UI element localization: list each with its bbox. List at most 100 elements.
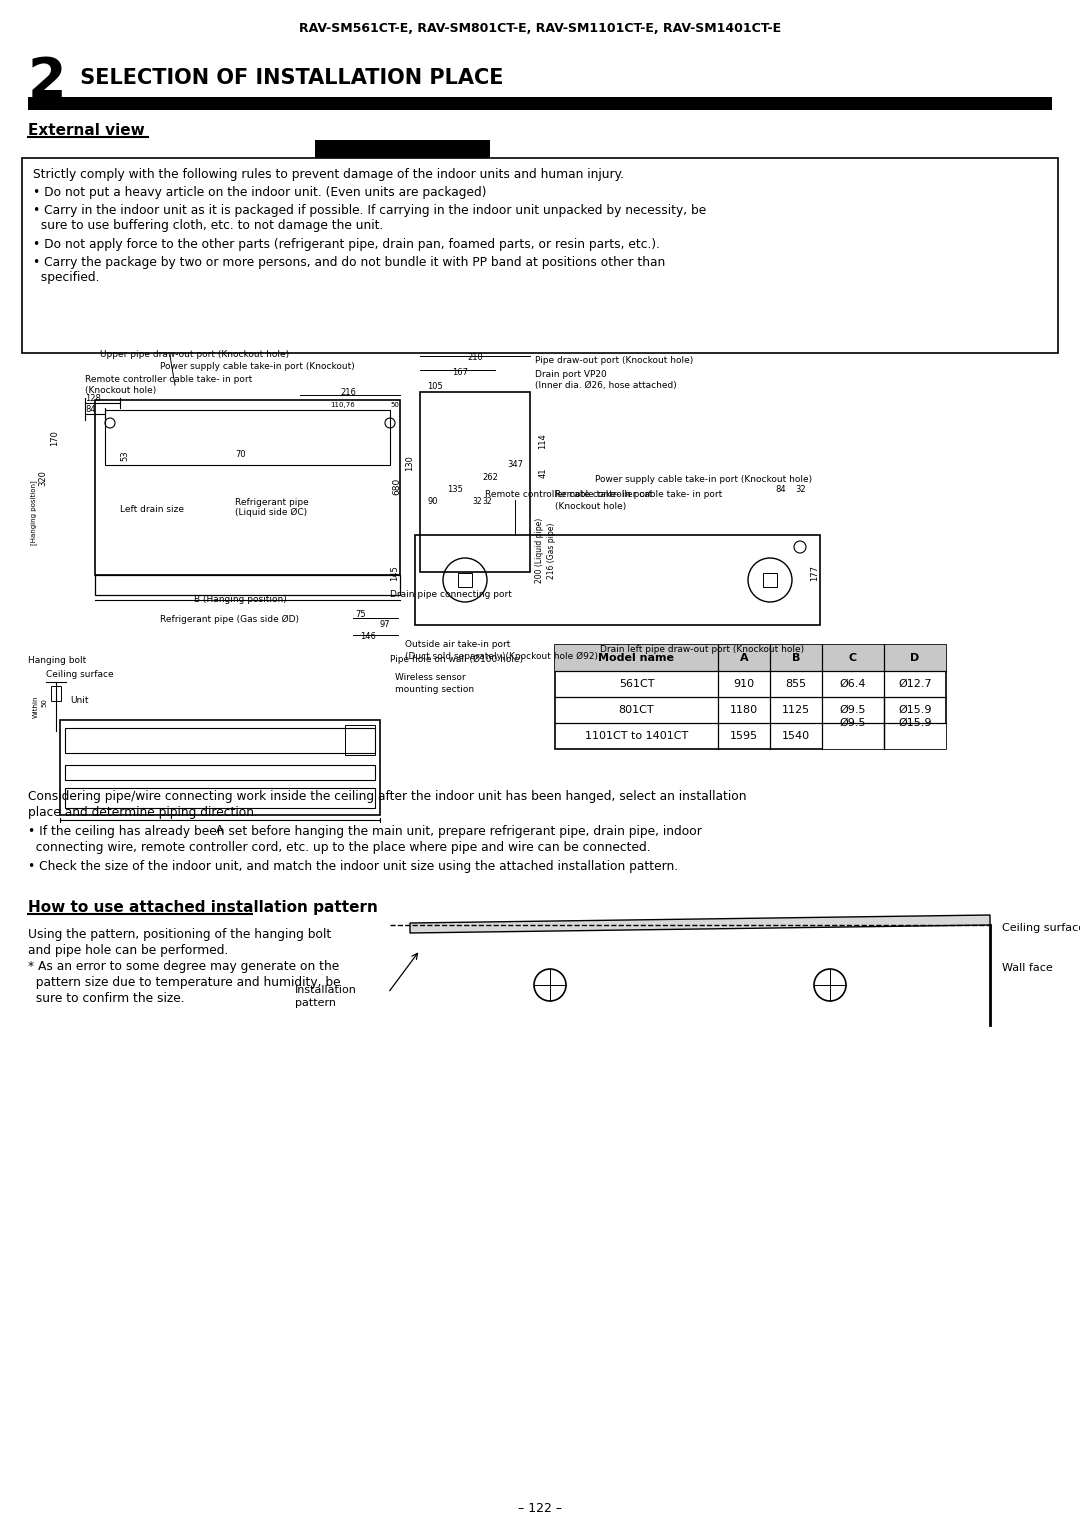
Text: 910: 910 (733, 679, 755, 689)
Text: Ø6.4: Ø6.4 (840, 679, 866, 689)
Bar (458, 573, 472, 587)
Text: 170: 170 (51, 430, 59, 445)
Text: 128: 128 (85, 393, 100, 403)
Text: C: C (849, 653, 858, 663)
Bar (65, 788, 375, 808)
Text: 210: 210 (468, 352, 483, 361)
Text: (Knockout hole): (Knockout hole) (555, 502, 626, 511)
Text: External view: External view (28, 124, 145, 137)
Polygon shape (410, 915, 990, 933)
Text: 216 (Gas pipe): 216 (Gas pipe) (548, 523, 556, 580)
Text: 855: 855 (785, 679, 807, 689)
Text: 200 (Liquid pipe): 200 (Liquid pipe) (536, 518, 544, 583)
Text: Wireless sensor: Wireless sensor (395, 673, 465, 682)
Text: 50: 50 (41, 698, 48, 708)
Text: Ø9.5: Ø9.5 (840, 718, 866, 727)
Text: 32: 32 (482, 497, 491, 506)
Bar (345, 724, 375, 755)
Text: • Do not apply force to the other parts (refrigerant pipe, drain pan, foamed par: • Do not apply force to the other parts … (33, 238, 660, 252)
Text: 84: 84 (85, 406, 96, 413)
Text: Wall face: Wall face (1002, 962, 1053, 973)
Text: 105: 105 (427, 381, 443, 390)
Text: 53: 53 (120, 450, 129, 461)
Text: 75: 75 (355, 610, 366, 619)
Text: 135: 135 (447, 485, 463, 494)
Text: 216: 216 (340, 387, 356, 397)
Text: place and determine piping direction.: place and determine piping direction. (28, 807, 258, 819)
Bar (28, 98, 1052, 110)
Text: (Duct sold separately)(Knockout hole Ø92): (Duct sold separately)(Knockout hole Ø92… (405, 653, 598, 662)
Text: 347: 347 (507, 461, 523, 470)
Text: 130: 130 (405, 454, 415, 471)
Text: Considering pipe/wire connecting work inside the ceiling after the indoor unit h: Considering pipe/wire connecting work in… (28, 790, 746, 804)
Text: Within: Within (33, 695, 39, 718)
Text: 561CT: 561CT (619, 679, 654, 689)
Text: 32: 32 (795, 485, 806, 494)
Text: Power supply cable take-in port (Knockout): Power supply cable take-in port (Knockou… (160, 361, 354, 371)
Text: • Check the size of the indoor unit, and match the indoor unit size using the at: • Check the size of the indoor unit, and… (28, 860, 678, 872)
Text: connecting wire, remote controller cord, etc. up to the place where pipe and wir: connecting wire, remote controller cord,… (28, 840, 650, 854)
Text: – 122 –: – 122 – (518, 1502, 562, 1514)
Text: Remote controller cable take- in port: Remote controller cable take- in port (85, 375, 253, 384)
Text: How to use attached installation pattern: How to use attached installation pattern (28, 900, 378, 915)
Text: 2: 2 (28, 55, 67, 108)
Bar (95, 575, 400, 595)
Text: B (Hanging position): B (Hanging position) (193, 595, 286, 604)
Text: (Knockout hole): (Knockout hole) (85, 386, 157, 395)
Text: pattern: pattern (295, 997, 336, 1008)
Bar (555, 645, 946, 749)
Text: 41: 41 (539, 468, 548, 479)
Text: 801CT: 801CT (619, 705, 654, 715)
Bar (762, 573, 777, 587)
Text: sure to confirm the size.: sure to confirm the size. (28, 991, 185, 1005)
Text: 97: 97 (380, 621, 391, 628)
Text: 262: 262 (482, 473, 498, 482)
Text: Installation: Installation (295, 985, 356, 994)
Bar (415, 535, 820, 625)
Text: Model name: Model name (598, 653, 675, 663)
Text: (Inner dia. Ø26, hose attached): (Inner dia. Ø26, hose attached) (535, 381, 677, 390)
Text: Ø12.7: Ø12.7 (899, 679, 932, 689)
Text: D: D (910, 653, 920, 663)
Text: 114: 114 (539, 433, 548, 448)
Text: 167: 167 (453, 368, 468, 377)
Text: Strictly comply with the following rules to prevent damage of the indoor units a: Strictly comply with the following rules… (33, 168, 624, 181)
Bar (105, 410, 390, 465)
Text: 84: 84 (775, 485, 785, 494)
Text: Unit: Unit (70, 695, 89, 705)
Text: Pipe draw-out port (Knockout hole): Pipe draw-out port (Knockout hole) (535, 355, 693, 364)
Text: 1101CT to 1401CT: 1101CT to 1401CT (585, 730, 688, 741)
Text: Hanging bolt: Hanging bolt (28, 656, 86, 665)
Text: Using the pattern, positioning of the hanging bolt: Using the pattern, positioning of the ha… (28, 929, 332, 941)
Bar (60, 720, 380, 814)
Text: • If the ceiling has already been set before hanging the main unit, prepare refr: • If the ceiling has already been set be… (28, 825, 702, 839)
Text: 90: 90 (428, 497, 438, 506)
Text: Ceiling surface: Ceiling surface (46, 669, 113, 679)
Text: [Hanging position]: [Hanging position] (30, 480, 38, 544)
Bar (822, 723, 946, 749)
Text: B: B (792, 653, 800, 663)
Text: 32: 32 (472, 497, 482, 506)
Text: A: A (216, 825, 224, 836)
Text: Drain pipe connecting port: Drain pipe connecting port (390, 590, 512, 599)
Text: SELECTION OF INSTALLATION PLACE: SELECTION OF INSTALLATION PLACE (73, 69, 503, 88)
Text: mounting section: mounting section (395, 685, 474, 694)
Text: 1540: 1540 (782, 730, 810, 741)
Bar (95, 400, 400, 575)
Text: Pipe hole on wall (Ø100 hole): Pipe hole on wall (Ø100 hole) (390, 656, 523, 665)
Bar (65, 766, 375, 779)
Text: 1180: 1180 (730, 705, 758, 715)
Text: 70: 70 (235, 450, 245, 459)
Text: Ø15.9: Ø15.9 (899, 718, 932, 727)
Text: 177: 177 (810, 564, 820, 581)
Text: Left drain size: Left drain size (120, 505, 184, 514)
Text: Ø9.5: Ø9.5 (840, 705, 866, 715)
Text: Remote controller cable take- in port: Remote controller cable take- in port (555, 490, 723, 499)
Text: 145: 145 (391, 564, 400, 581)
Text: 146: 146 (360, 631, 376, 640)
Text: pattern size due to temperature and humidity, be: pattern size due to temperature and humi… (28, 976, 340, 990)
Text: RAV-SM561CT-E, RAV-SM801CT-E, RAV-SM1101CT-E, RAV-SM1401CT-E: RAV-SM561CT-E, RAV-SM801CT-E, RAV-SM1101… (299, 21, 781, 35)
Text: 1595: 1595 (730, 730, 758, 741)
Bar (51, 686, 60, 702)
Text: Ceiling surface: Ceiling surface (1002, 923, 1080, 933)
